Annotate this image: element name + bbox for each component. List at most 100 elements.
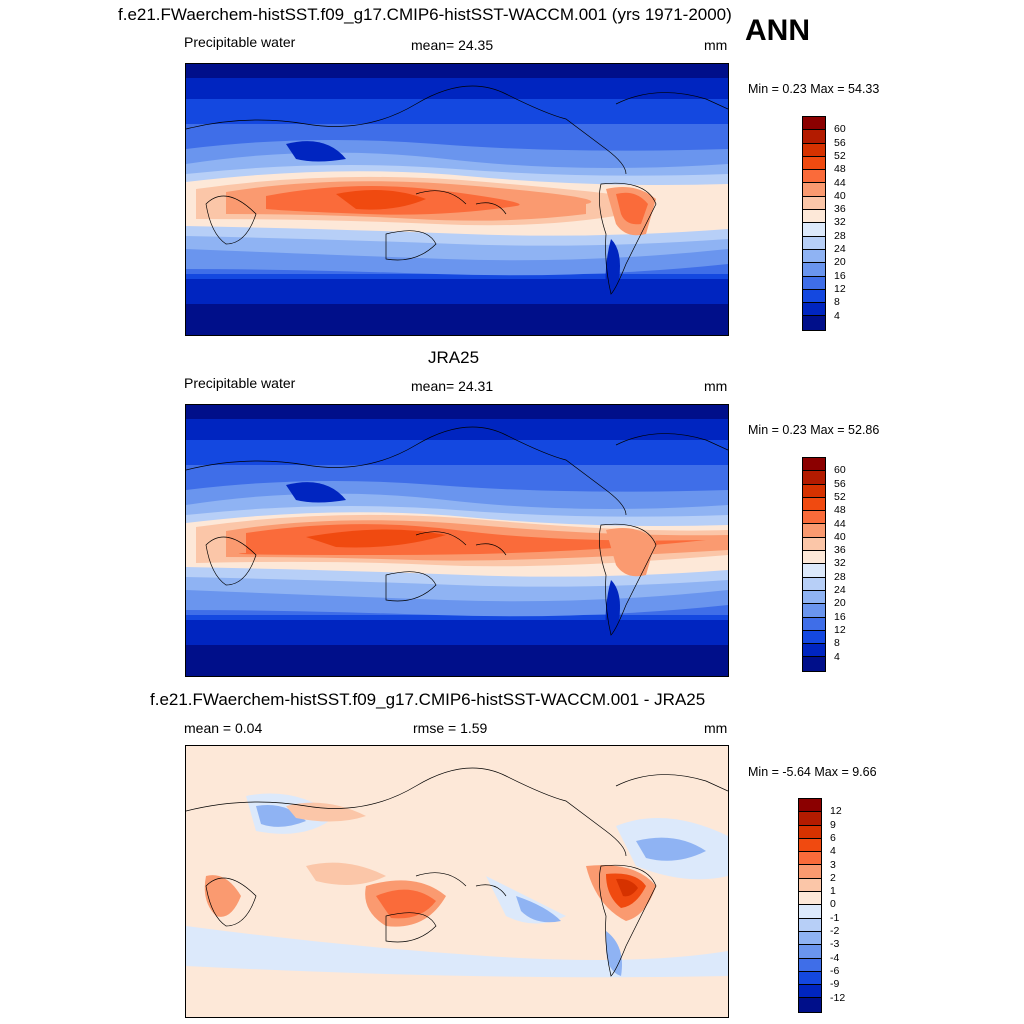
panel2-colorbar-tick-label: 36 <box>834 544 846 557</box>
panel1-colorbar-tick-label: 20 <box>834 256 846 269</box>
panel2-colorbar-tick-label: 28 <box>834 570 846 583</box>
panel2-units-label: mm <box>704 378 728 394</box>
panel1-colorbar <box>802 116 826 331</box>
panel1-colorbar-tick-label: 48 <box>834 163 846 176</box>
panel2-variable-label: Precipitable water <box>184 375 296 391</box>
panel1-colorbar-tick-label: 52 <box>834 149 846 162</box>
panel3-colorbar-swatch <box>799 838 821 853</box>
panel1-map-svg <box>186 64 728 335</box>
panel1-colorbar-swatch <box>803 303 825 317</box>
panel3-colorbar-tick-label: 0 <box>830 898 836 911</box>
panel2-colorbar-swatch <box>803 551 825 565</box>
panel1-colorbar-swatch <box>803 183 825 197</box>
panel3-colorbar-swatch <box>799 998 821 1012</box>
panel3-colorbar-tick-label: -1 <box>830 911 840 924</box>
panel1-colorbar-swatch <box>803 130 825 144</box>
panel3-colorbar-swatch <box>799 905 821 919</box>
panel3-colorbar-swatch <box>799 799 821 813</box>
panel1-colorbar-tick-label: 8 <box>834 296 840 309</box>
panel1-colorbar-tick-label: 32 <box>834 216 846 229</box>
panel3-colorbar-swatch <box>799 865 821 879</box>
panel1-colorbar-swatch <box>803 276 825 290</box>
panel1-map <box>185 63 729 336</box>
panel3-colorbar-swatch <box>799 918 821 932</box>
panel1-colorbar-swatch <box>803 196 825 211</box>
panel2-colorbar-swatch <box>803 458 825 472</box>
panel2-colorbar-swatch <box>803 590 825 605</box>
panel1-colorbar-swatch <box>803 223 825 237</box>
panel2-colorbar-tick-label: 44 <box>834 517 846 530</box>
panel1-colorbar-swatch <box>803 289 825 304</box>
panel3-minmax: Min = -5.64 Max = 9.66 <box>748 765 877 779</box>
panel3-colorbar-tick-label: 1 <box>830 885 836 898</box>
panel3-colorbar-tick-label: -4 <box>830 951 840 964</box>
panel3-colorbar-swatch <box>799 958 821 972</box>
panel2-colorbar <box>802 457 826 672</box>
panel3-colorbar-tick-label: 12 <box>830 805 842 818</box>
main-title: f.e21.FWaerchem-histSST.f09_g17.CMIP6-hi… <box>118 5 732 24</box>
panel2-colorbar-tick-label: 16 <box>834 610 846 623</box>
panel3-colorbar <box>798 798 822 1013</box>
panel3-mean-label: mean = 0.04 <box>184 720 263 736</box>
panel3-units-label: mm <box>704 720 728 736</box>
panel2-colorbar-tick-label: 60 <box>834 464 846 477</box>
panel3-title: f.e21.FWaerchem-histSST.f09_g17.CMIP6-hi… <box>150 690 706 709</box>
panel3-colorbar-swatch <box>799 945 821 959</box>
panel1-mean-label: mean= 24.35 <box>411 37 494 53</box>
panel1-units-label: mm <box>704 37 728 53</box>
panel3-colorbar-tick-label: 4 <box>830 845 836 858</box>
panel3-colorbar-swatch <box>799 985 821 999</box>
panel2-colorbar-swatch <box>803 484 825 498</box>
panel1-colorbar-tick-label: 60 <box>834 123 846 136</box>
panel3-colorbar-tick-label: -3 <box>830 938 840 951</box>
panel3-colorbar-tick-label: -2 <box>830 925 840 937</box>
panel2-colorbar-swatch <box>803 644 825 658</box>
panel3-rmse-label: rmse = 1.59 <box>413 720 488 736</box>
panel3-colorbar-tick-label: -12 <box>830 991 846 1004</box>
panel1-variable-label: Precipitable water <box>184 34 296 50</box>
panel3-colorbar-swatch <box>799 931 821 946</box>
panel3-colorbar-swatch <box>799 971 821 986</box>
panel2-colorbar-swatch <box>803 630 825 645</box>
panel3-map-svg <box>186 746 728 1017</box>
panel3-colorbar-swatch <box>799 892 821 906</box>
panel2-colorbar-tick-label: 24 <box>834 584 846 596</box>
panel1-colorbar-tick-label: 24 <box>834 243 846 255</box>
panel1-colorbar-tick-label: 40 <box>834 189 846 202</box>
panel2-colorbar-tick-label: 8 <box>834 637 840 650</box>
panel2-colorbar-tick-label: 52 <box>834 490 846 503</box>
panel2-colorbar-tick-label: 12 <box>834 623 846 636</box>
panel2-colorbar-swatch <box>803 511 825 525</box>
panel3-colorbar-swatch <box>799 878 821 893</box>
panel1-colorbar-swatch <box>803 156 825 171</box>
panel1-colorbar-swatch <box>803 263 825 277</box>
panel3-colorbar-tick-label: 2 <box>830 871 836 884</box>
panel2-colorbar-tick-label: 48 <box>834 504 846 517</box>
panel3-colorbar-tick-label: -6 <box>830 964 840 977</box>
panel1-minmax: Min = 0.23 Max = 54.33 <box>748 82 880 96</box>
panel2-mean-label: mean= 24.31 <box>411 378 494 394</box>
panel1-colorbar-swatch <box>803 249 825 264</box>
panel1-colorbar-swatch <box>803 316 825 330</box>
panel3-colorbar-swatch <box>799 852 821 866</box>
panel2-colorbar-swatch <box>803 617 825 631</box>
panel2-colorbar-swatch <box>803 524 825 538</box>
panel1-colorbar-swatch <box>803 210 825 224</box>
panel2-colorbar-tick-label: 4 <box>834 650 840 663</box>
panel2-colorbar-swatch <box>803 604 825 618</box>
panel2-colorbar-swatch <box>803 564 825 578</box>
panel1-colorbar-tick-label: 28 <box>834 229 846 242</box>
panel2-colorbar-swatch <box>803 497 825 512</box>
season-label: ANN <box>745 14 810 47</box>
panel3-colorbar-tick-label: -9 <box>830 978 840 991</box>
panel1-colorbar-swatch <box>803 117 825 131</box>
panel3-colorbar-tick-label: 9 <box>830 818 836 831</box>
panel2-colorbar-tick-label: 32 <box>834 557 846 570</box>
panel2-colorbar-tick-label: 20 <box>834 597 846 610</box>
panel2-colorbar-swatch <box>803 471 825 485</box>
panel2-colorbar-tick-label: 40 <box>834 530 846 543</box>
panel1-colorbar-tick-label: 44 <box>834 176 846 189</box>
panel2-map <box>185 404 729 677</box>
panel1-colorbar-swatch <box>803 143 825 157</box>
panel2-map-svg <box>186 405 728 676</box>
